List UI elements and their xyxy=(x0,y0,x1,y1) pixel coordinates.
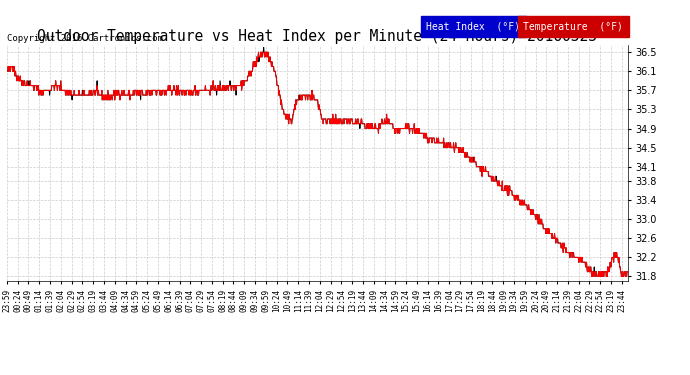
Text: Copyright 2016 Cartronics.com: Copyright 2016 Cartronics.com xyxy=(7,34,163,43)
Legend: Heat Index  (°F), Temperature  (°F): Heat Index (°F), Temperature (°F) xyxy=(424,21,623,32)
Title: Outdoor Temperature vs Heat Index per Minute (24 Hours) 20160323: Outdoor Temperature vs Heat Index per Mi… xyxy=(37,29,598,44)
